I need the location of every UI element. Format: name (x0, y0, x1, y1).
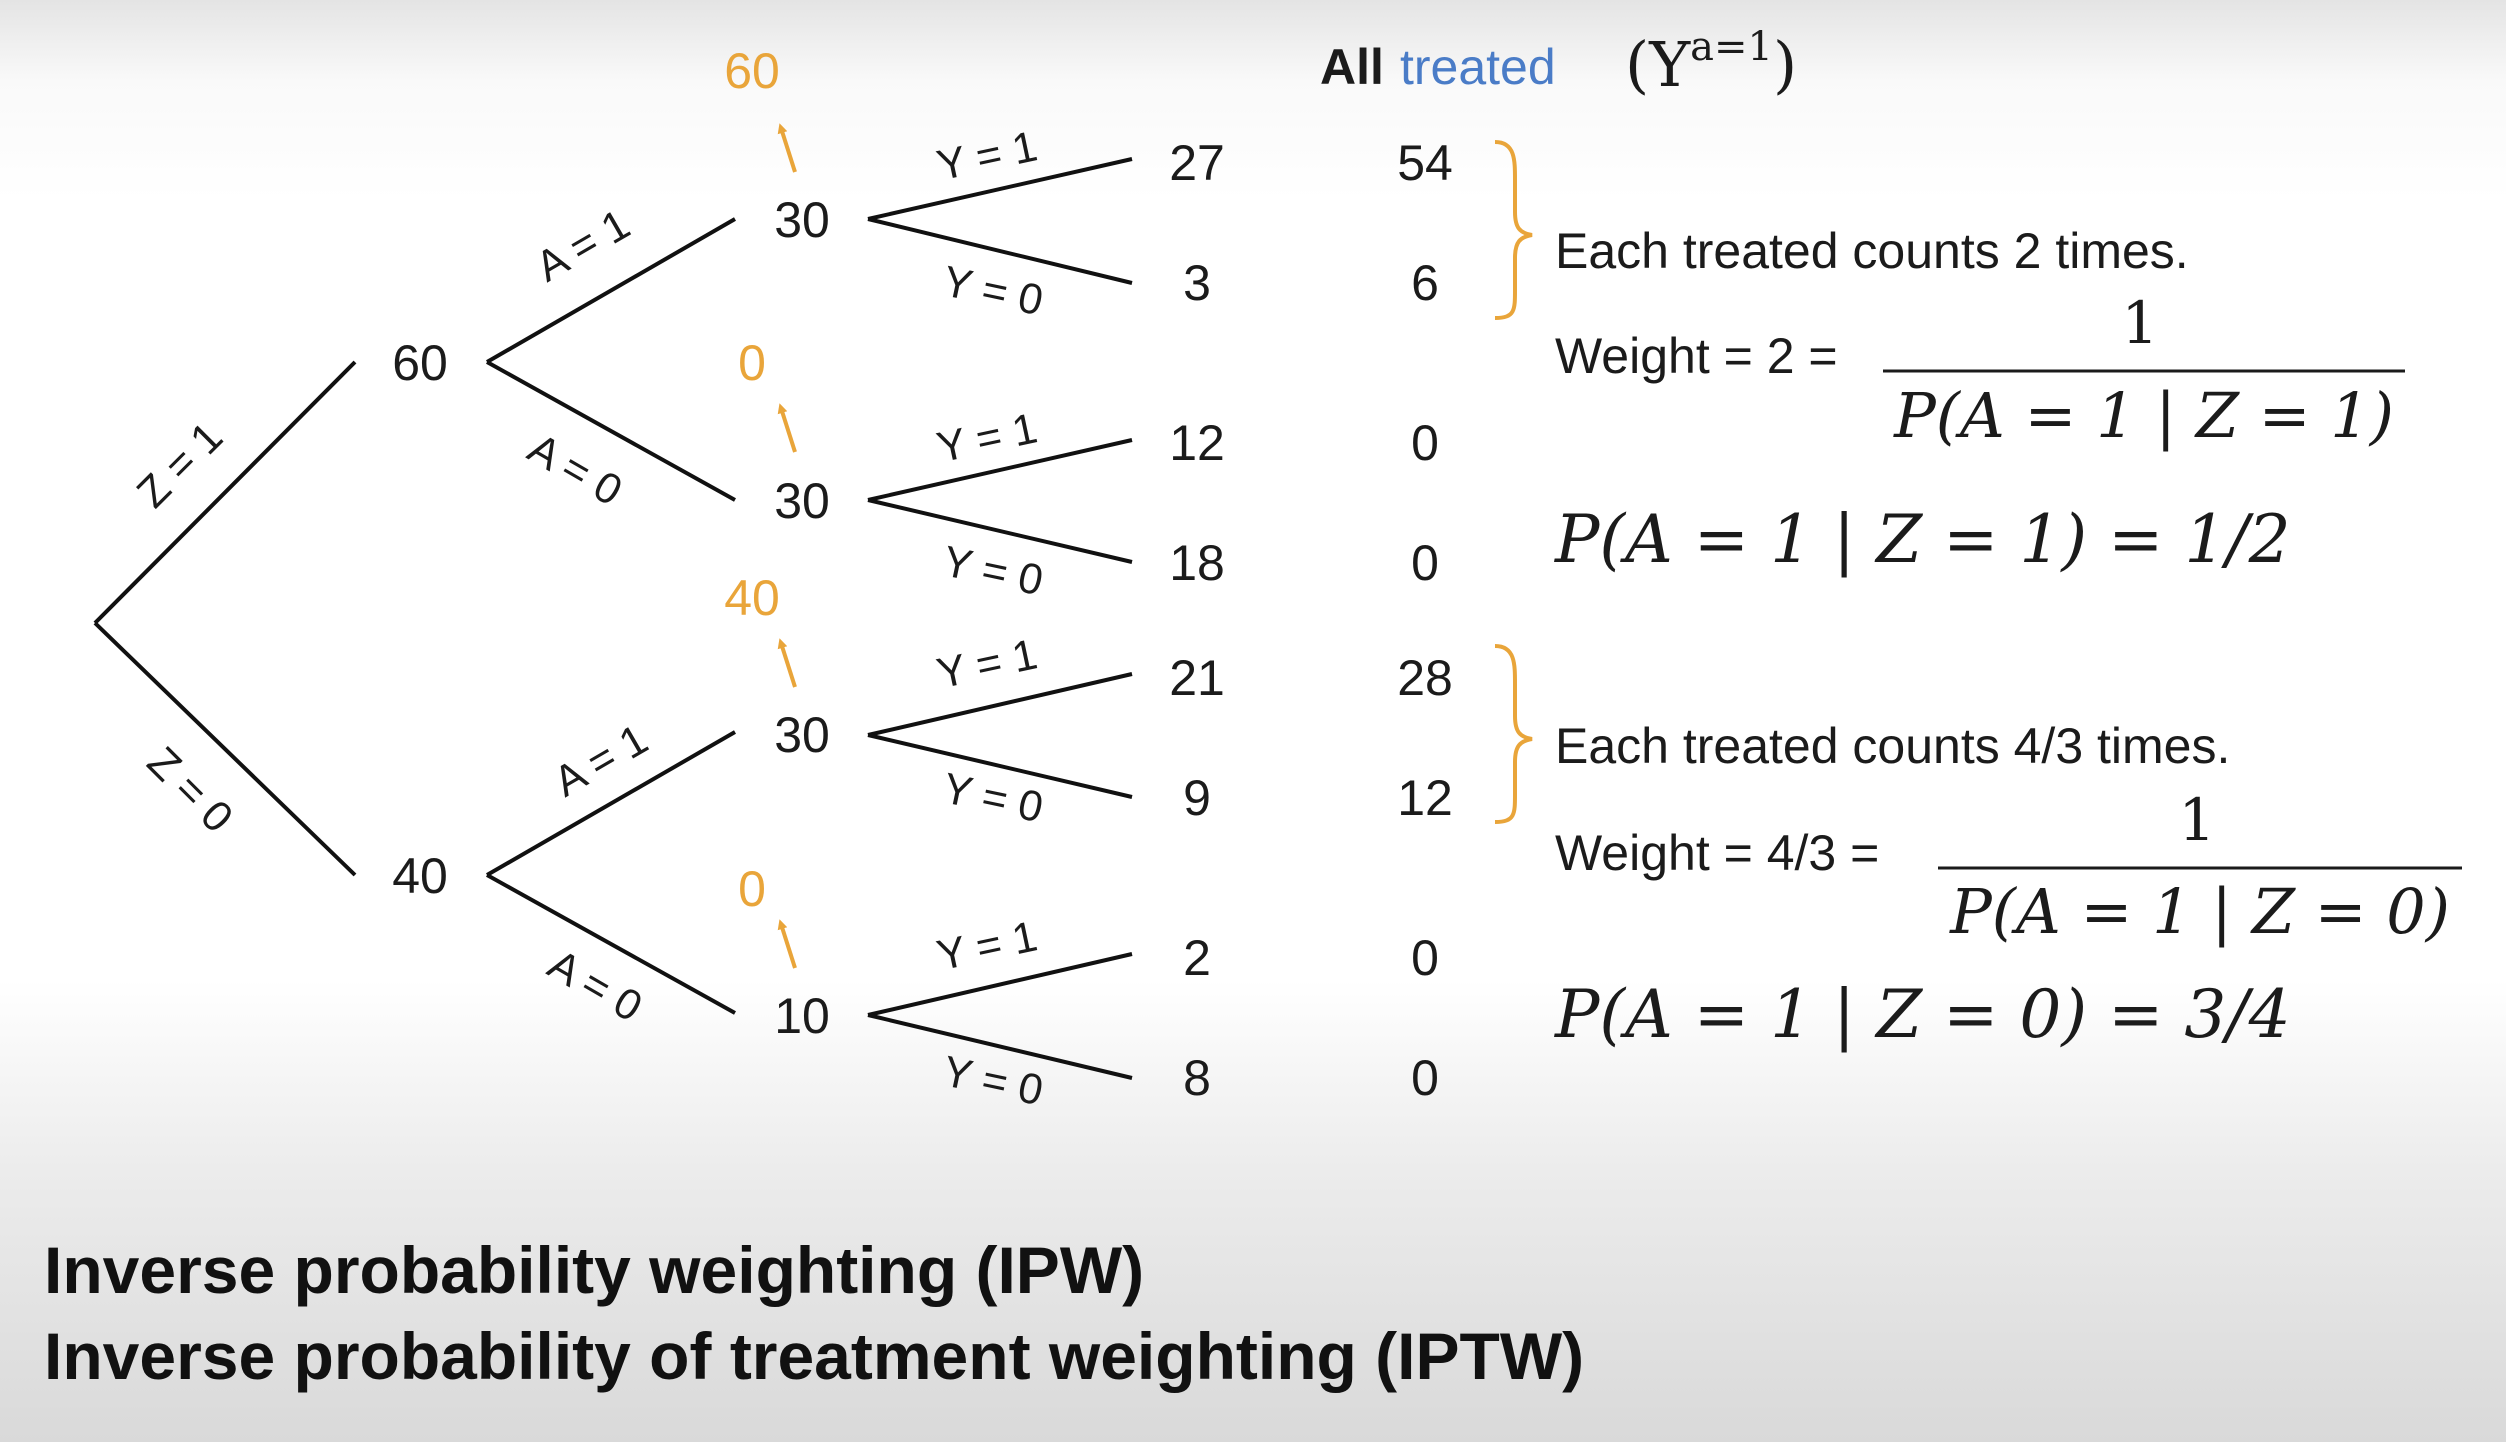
header: All treated (Ya=1) (1320, 24, 1797, 101)
counts-text-z1: Each treated counts 2 times. (1555, 223, 2189, 279)
probability-z0: P(A = 1 | Z = 0) = 3/4 (1554, 976, 2291, 1053)
weighted-leaf-8: 0 (1411, 1050, 1439, 1106)
counts-text-z0: Each treated counts 4/3 times. (1555, 718, 2230, 774)
orange-count-2: 0 (738, 335, 766, 391)
edge-z1-a0 (486, 360, 736, 502)
weight-numerator-z1: 1 (2122, 289, 2159, 357)
leaf-8: 8 (1183, 1050, 1211, 1106)
weighted-leaf-4: 0 (1411, 535, 1439, 591)
label-y1-c: Y = 1 (933, 630, 1042, 698)
weight-label-z1: Weight = 2 = (1555, 328, 1838, 384)
node-a-2: 30 (774, 473, 830, 529)
orange-arrow-3 (777, 638, 797, 688)
brace-top (1494, 140, 1533, 320)
orange-arrow-2 (777, 403, 797, 453)
tree-nodes: 60 40 30 30 30 10 (392, 192, 830, 1044)
probability-z1: P(A = 1 | Z = 1) = 1/2 (1554, 501, 2291, 578)
weight-numerator-z0: 1 (2179, 786, 2216, 854)
ipw-tree-diagram: All treated (Ya=1) Z = 1 Z = 0 A = 1 A =… (93, 24, 2462, 1115)
label-y1-b: Y = 1 (933, 404, 1042, 472)
leaf-counts: 27 3 12 18 21 9 2 8 (1169, 135, 1225, 1106)
label-y1-d: Y = 1 (933, 912, 1042, 980)
orange-arrows (777, 123, 797, 969)
weighted-leaf-3: 0 (1411, 415, 1439, 471)
label-a0-top: A = 0 (520, 424, 630, 515)
weighted-leaf-2: 6 (1411, 255, 1439, 311)
edge-y1-d (867, 952, 1133, 1017)
orange-count-1: 60 (724, 43, 780, 99)
edge-y1-c (867, 672, 1133, 737)
header-potential-outcome: (Ya=1) (1625, 24, 1797, 101)
weight-label-z0: Weight = 4/3 = (1555, 825, 1879, 881)
edge-z0-a0 (486, 873, 736, 1015)
weighted-leaf-5: 28 (1397, 650, 1453, 706)
node-a-4: 10 (774, 988, 830, 1044)
orange-weighted-counts: 60 0 40 0 (724, 43, 797, 969)
edge-labels: Z = 1 Z = 0 A = 1 A = 0 A = 1 A = 0 Y = … (128, 122, 1047, 1115)
edge-y0-b (867, 498, 1133, 564)
label-y1-a: Y = 1 (933, 122, 1042, 190)
label-y0-b: Y = 0 (939, 537, 1048, 605)
orange-braces (1494, 140, 1533, 824)
node-z1: 60 (392, 335, 448, 391)
header-all: All (1320, 39, 1384, 95)
slide-title-iptw: Inverse probability of treatment weighti… (44, 1319, 1585, 1393)
edge-z0 (93, 621, 357, 877)
header-treated: treated (1400, 39, 1556, 95)
edge-z0-a1 (486, 730, 736, 877)
edge-y0-d (867, 1013, 1133, 1080)
edge-y0-a (867, 217, 1133, 285)
label-a1-top: A = 1 (528, 200, 638, 291)
edge-z1-a1 (486, 217, 736, 364)
weight-denominator-z0: P(A = 1 | Z = 0) (1949, 875, 2450, 948)
edge-y1-b (867, 438, 1133, 502)
label-a0-bottom: A = 0 (540, 940, 650, 1031)
leaf-4: 18 (1169, 535, 1225, 591)
label-a1-bottom: A = 1 (546, 715, 656, 806)
node-z0: 40 (392, 848, 448, 904)
label-y0-a: Y = 0 (939, 257, 1048, 325)
leaf-1: 27 (1169, 135, 1225, 191)
slide-title-ipw: Inverse probability weighting (IPW) (44, 1233, 1145, 1307)
edge-y1-a (867, 157, 1133, 221)
leaf-2: 3 (1183, 255, 1211, 311)
tree-edges (93, 157, 1133, 1080)
edge-z1 (93, 360, 357, 625)
leaf-7: 2 (1183, 930, 1211, 986)
weighted-leaf-6: 12 (1397, 770, 1453, 826)
edge-y0-c (867, 733, 1133, 799)
orange-count-3: 40 (724, 570, 780, 626)
orange-count-4: 0 (738, 861, 766, 917)
annotation-z0: Each treated counts 4/3 times. Weight = … (1554, 718, 2462, 1053)
orange-arrow-4 (777, 919, 797, 969)
leaf-6: 9 (1183, 770, 1211, 826)
leaf-5: 21 (1169, 650, 1225, 706)
label-z0: Z = 0 (138, 738, 242, 842)
weighted-leaf-counts: 54 6 0 0 28 12 0 0 (1397, 135, 1453, 1106)
label-y0-d: Y = 0 (939, 1047, 1048, 1115)
annotation-z1: Each treated counts 2 times. Weight = 2 … (1554, 223, 2405, 578)
node-a-3: 30 (774, 707, 830, 763)
brace-bottom (1494, 644, 1533, 824)
node-a-1: 30 (774, 192, 830, 248)
leaf-3: 12 (1169, 415, 1225, 471)
weighted-leaf-7: 0 (1411, 930, 1439, 986)
weighted-leaf-1: 54 (1397, 135, 1453, 191)
orange-arrow-1 (777, 123, 797, 173)
weight-denominator-z1: P(A = 1 | Z = 1) (1893, 379, 2394, 452)
